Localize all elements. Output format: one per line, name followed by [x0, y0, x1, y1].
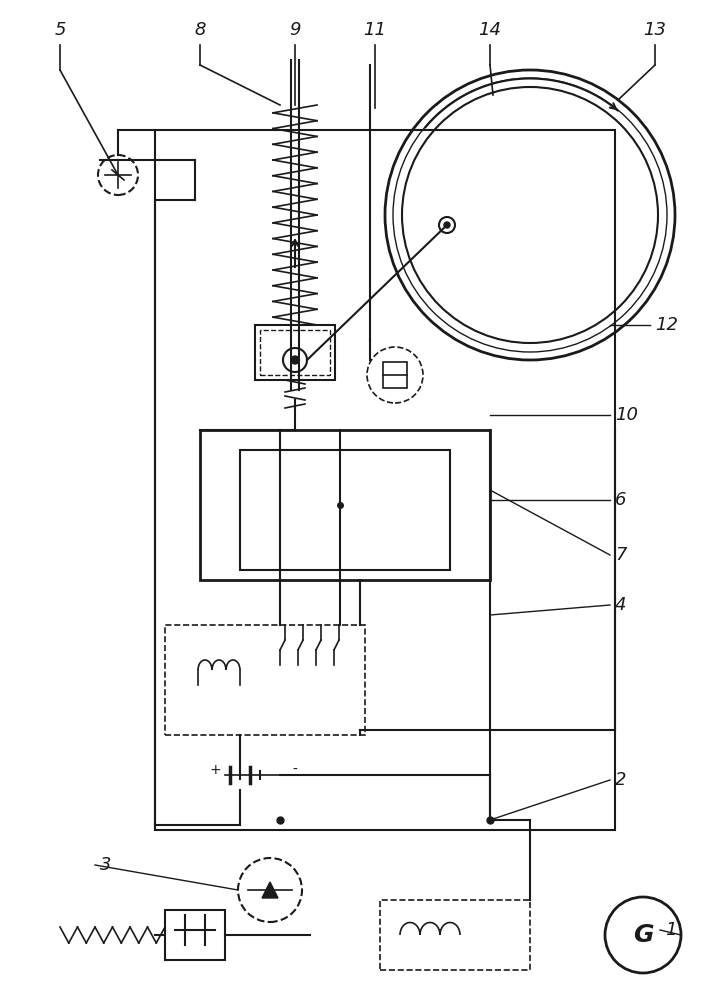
Text: 10: 10: [615, 406, 638, 424]
Circle shape: [291, 356, 299, 364]
Circle shape: [605, 897, 681, 973]
Circle shape: [444, 222, 450, 228]
Bar: [255, 325, 335, 380]
Text: 6: 6: [615, 491, 626, 509]
Text: 2: 2: [615, 771, 626, 789]
Text: G: G: [633, 923, 653, 947]
Bar: [380, 900, 530, 970]
Bar: [155, 130, 615, 830]
Text: 9: 9: [290, 21, 300, 39]
Text: 4: 4: [615, 596, 626, 614]
Text: -: -: [292, 763, 298, 777]
Text: 13: 13: [644, 21, 667, 39]
Text: 12: 12: [655, 316, 678, 334]
Bar: [165, 910, 225, 960]
Text: +: +: [209, 763, 221, 777]
Text: 1: 1: [665, 921, 676, 939]
Text: 8: 8: [194, 21, 206, 39]
Bar: [240, 450, 450, 570]
Bar: [383, 362, 407, 388]
Polygon shape: [262, 882, 278, 898]
Bar: [200, 430, 490, 580]
Bar: [165, 625, 365, 735]
Text: 11: 11: [363, 21, 387, 39]
Text: 14: 14: [479, 21, 502, 39]
Bar: [260, 330, 330, 375]
Text: 7: 7: [615, 546, 626, 564]
Text: 3: 3: [100, 856, 111, 874]
Text: 5: 5: [54, 21, 66, 39]
